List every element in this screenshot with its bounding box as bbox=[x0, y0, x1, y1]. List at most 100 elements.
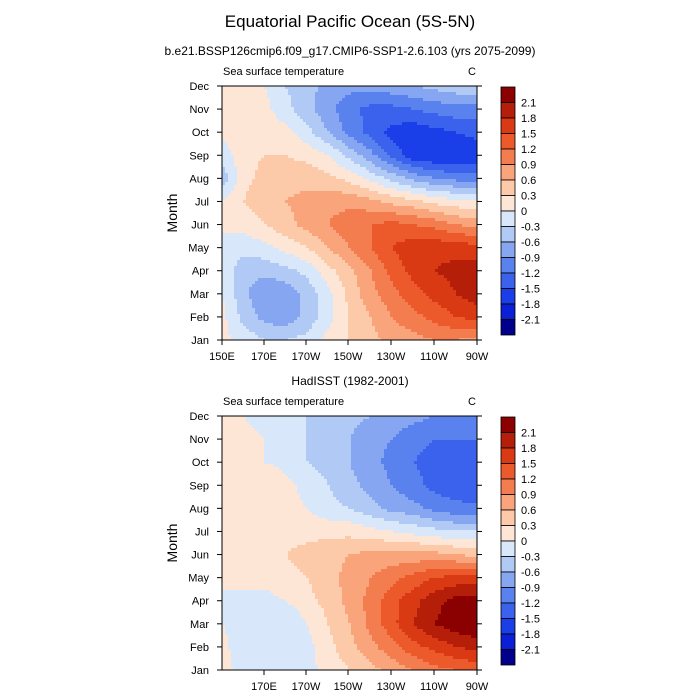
heatmap-cell bbox=[318, 89, 322, 93]
heatmap-cell bbox=[411, 260, 415, 264]
heatmap-cell bbox=[234, 152, 238, 156]
heatmap-cell bbox=[279, 92, 283, 96]
heatmap-cell bbox=[384, 134, 388, 138]
heatmap-cell bbox=[396, 206, 400, 210]
heatmap-cell bbox=[336, 89, 340, 93]
heatmap-cell bbox=[288, 149, 292, 153]
heatmap-cell bbox=[354, 152, 358, 156]
heatmap-cell bbox=[372, 254, 376, 258]
heatmap-cell bbox=[453, 128, 457, 132]
heatmap-cell bbox=[231, 215, 235, 219]
heatmap-cell bbox=[420, 104, 424, 108]
heatmap-cell bbox=[399, 143, 403, 147]
heatmap-cell bbox=[432, 245, 436, 249]
heatmap-cell bbox=[381, 188, 385, 192]
heatmap-cell bbox=[444, 101, 448, 105]
heatmap-cell bbox=[435, 227, 439, 231]
heatmap-cell bbox=[243, 212, 247, 216]
heatmap-cell bbox=[387, 254, 391, 258]
heatmap-cell bbox=[225, 209, 229, 213]
heatmap-cell bbox=[453, 203, 457, 207]
heatmap-cell bbox=[285, 134, 289, 138]
heatmap-cell bbox=[375, 254, 379, 258]
heatmap-cell bbox=[252, 134, 256, 138]
heatmap-cell bbox=[300, 101, 304, 105]
heatmap-cell bbox=[327, 158, 331, 162]
heatmap-cell bbox=[324, 221, 328, 225]
heatmap-cell bbox=[327, 212, 331, 216]
heatmap-cell bbox=[240, 92, 244, 96]
heatmap-cell bbox=[270, 209, 274, 213]
heatmap-cell bbox=[402, 134, 406, 138]
heatmap-cell bbox=[279, 101, 283, 105]
heatmap-cell bbox=[315, 188, 319, 192]
heatmap-cell bbox=[321, 113, 325, 117]
heatmap-cell bbox=[375, 230, 379, 234]
heatmap-cell bbox=[354, 194, 358, 198]
heatmap-cell bbox=[279, 113, 283, 117]
heatmap-cell bbox=[252, 191, 256, 195]
heatmap-cell bbox=[273, 152, 277, 156]
heatmap-cell bbox=[402, 161, 406, 165]
heatmap-cell bbox=[264, 245, 268, 249]
heatmap-cell bbox=[390, 95, 394, 99]
heatmap-cell bbox=[228, 176, 232, 180]
heatmap-cell bbox=[228, 242, 232, 246]
heatmap-cell bbox=[324, 128, 328, 132]
heatmap-cell bbox=[426, 86, 430, 90]
heatmap-cell bbox=[324, 155, 328, 159]
heatmap-cell bbox=[381, 131, 385, 135]
heatmap-cell bbox=[441, 233, 445, 237]
heatmap-cell bbox=[471, 143, 475, 147]
heatmap-cell bbox=[273, 137, 277, 141]
heatmap-cell bbox=[231, 221, 235, 225]
heatmap-cell bbox=[294, 122, 298, 126]
heatmap-cell bbox=[333, 116, 337, 120]
heatmap-cell bbox=[468, 176, 472, 180]
heatmap-cell bbox=[435, 131, 439, 135]
heatmap-cell bbox=[240, 131, 244, 135]
heatmap-cell bbox=[327, 92, 331, 96]
heatmap-cell bbox=[411, 101, 415, 105]
heatmap-cell bbox=[345, 173, 349, 177]
heatmap-cell bbox=[357, 257, 361, 261]
heatmap-cell bbox=[222, 185, 226, 189]
heatmap-cell bbox=[351, 227, 355, 231]
heatmap-cell bbox=[291, 152, 295, 156]
heatmap-cell bbox=[294, 215, 298, 219]
heatmap-cell bbox=[354, 203, 358, 207]
heatmap-cell bbox=[339, 245, 343, 249]
heatmap-cell bbox=[300, 167, 304, 171]
heatmap-cell bbox=[342, 209, 346, 213]
heatmap-cell bbox=[222, 95, 226, 99]
heatmap-cell bbox=[444, 143, 448, 147]
heatmap-cell bbox=[402, 104, 406, 108]
heatmap-cell bbox=[306, 203, 310, 207]
heatmap-cell bbox=[315, 248, 319, 252]
heatmap-cell bbox=[435, 185, 439, 189]
heatmap-cell bbox=[408, 98, 412, 102]
heatmap-cell bbox=[417, 101, 421, 105]
heatmap-cell bbox=[279, 104, 283, 108]
heatmap-cell bbox=[450, 137, 454, 141]
heatmap-cell bbox=[339, 257, 343, 261]
heatmap-cell bbox=[393, 179, 397, 183]
heatmap-cell bbox=[363, 197, 367, 201]
heatmap-cell bbox=[465, 203, 469, 207]
heatmap-cell bbox=[453, 236, 457, 240]
heatmap-cell bbox=[390, 248, 394, 252]
heatmap-cell bbox=[234, 245, 238, 249]
heatmap-cell bbox=[441, 197, 445, 201]
heatmap-cell bbox=[237, 143, 241, 147]
heatmap-cell bbox=[363, 170, 367, 174]
heatmap-cell bbox=[396, 110, 400, 114]
heatmap-cell bbox=[315, 206, 319, 210]
heatmap-cell bbox=[351, 197, 355, 201]
heatmap-cell bbox=[369, 161, 373, 165]
heatmap-cell bbox=[309, 233, 313, 237]
heatmap-cell bbox=[399, 89, 403, 93]
heatmap-cell bbox=[270, 251, 274, 255]
heatmap-cell bbox=[450, 230, 454, 234]
heatmap-cell bbox=[252, 227, 256, 231]
heatmap-cell bbox=[378, 197, 382, 201]
